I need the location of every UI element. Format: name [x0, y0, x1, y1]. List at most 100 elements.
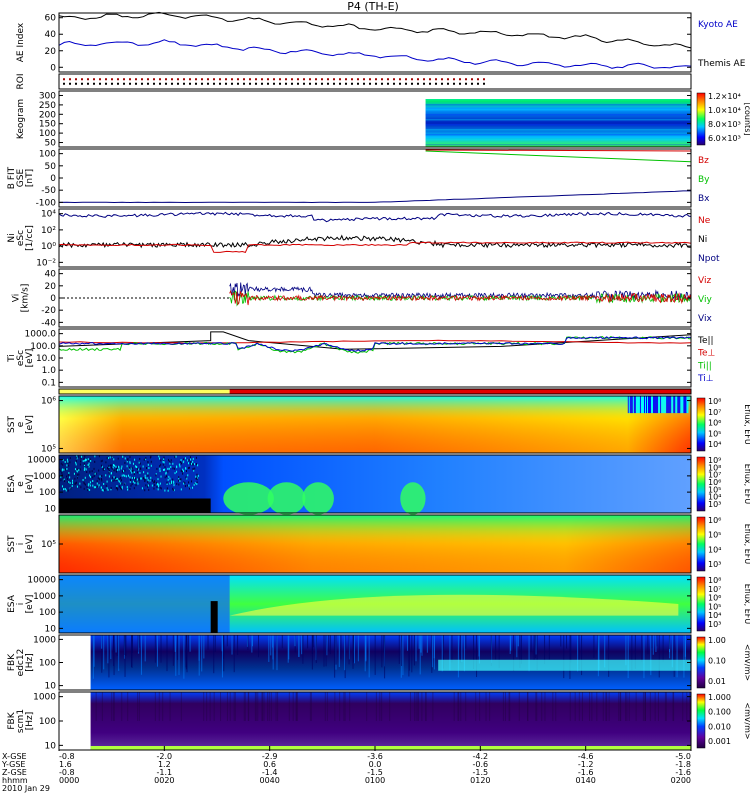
esa-e-pixel [66, 477, 68, 480]
fbk1-stripe [368, 635, 370, 678]
fbk1-stripe [311, 635, 313, 655]
fbk2-stripe [389, 692, 391, 721]
x-tick-label: -1.2 [578, 760, 594, 769]
esa-e-pixel [130, 467, 132, 470]
fbk1-stripe [140, 635, 142, 675]
esa-e-pixel [83, 458, 85, 461]
fbk1-stripe [498, 635, 500, 669]
y-label-line: eSc [16, 350, 26, 366]
esa-e-pixel [92, 476, 94, 479]
roi-dot [165, 78, 167, 81]
y-tick-label: 10⁴ [41, 210, 56, 220]
fbk1-stripe [185, 635, 187, 670]
esa-e-pixel [112, 466, 114, 469]
esa-e-pixel [167, 489, 169, 492]
sst-e-stripe [680, 396, 682, 414]
esa-e-pixel [101, 474, 103, 477]
x-date-label: 2010 Jan 29 [2, 784, 50, 793]
fbk2-stripe [310, 692, 312, 721]
fbk1-stripe [201, 635, 203, 672]
esa-e-pixel [84, 476, 86, 479]
fbk1-stripe [258, 635, 260, 658]
esa-e-pixel [180, 462, 182, 465]
sst-e-stripe [664, 396, 666, 414]
esa-e-pixel [107, 457, 109, 460]
roi-dot [291, 82, 293, 85]
esa-e-pixel [190, 463, 192, 466]
roi-dot [183, 82, 185, 85]
colorbar-label: 10⁵ [708, 485, 721, 494]
x-tick-label: -1.8 [675, 760, 691, 769]
esa-e-pixel [77, 476, 79, 479]
fbk1-stripe [92, 635, 94, 679]
esa-e-pixel [132, 462, 134, 465]
esa-e-pixel [129, 462, 131, 465]
sst-e-stripe [647, 396, 649, 414]
esa-e-pixel [183, 470, 185, 473]
legend-te: Te⊥ [697, 349, 716, 359]
esa-e-pixel [75, 456, 77, 459]
panel-roi: ROI [16, 73, 692, 90]
esa-e-pixel [80, 486, 82, 489]
fbk2-stripe [254, 692, 256, 721]
esa-e-pixel [148, 467, 150, 470]
keogram-band [425, 114, 691, 116]
y-tick-label: 1000 [33, 592, 56, 602]
fbk2-stripe [654, 692, 656, 721]
fbk2-stripe [504, 692, 506, 721]
esa-e-pixel [153, 487, 155, 490]
ti-par-line [58, 336, 692, 354]
esa-e-pixel [196, 473, 198, 476]
ne-line [58, 241, 692, 254]
keogram-band [425, 124, 691, 126]
sst-e-stripe [673, 396, 675, 414]
fbk1-stripe [650, 635, 652, 676]
fbk1-stripe [381, 635, 383, 668]
esa-e-pixel [172, 478, 174, 481]
colorbar-unit: <mV/m> [743, 702, 750, 739]
roi-dot [291, 78, 293, 81]
esa-e-pixel [182, 472, 184, 475]
fbk1-stripe [231, 635, 233, 655]
roi-dot [357, 78, 359, 81]
fbk1-stripe [627, 635, 629, 679]
esa-e-pixel [61, 471, 63, 474]
fbk1-stripe [186, 635, 188, 673]
fbk1-stripe [221, 635, 223, 652]
fbk1-stripe [268, 635, 270, 662]
fbk1-stripe [451, 635, 453, 663]
fbk2-stripe [203, 692, 205, 721]
sst-e-stripe [666, 396, 668, 414]
fbk1-stripe [207, 635, 209, 650]
esa-e-pixel [186, 484, 188, 487]
esa-e-pixel [64, 461, 66, 464]
fbk1-stripe [533, 635, 535, 661]
panel-esa_e: 10000 1000 100 10 ESA e [eV] 10⁹10⁸10⁷10⁶10⁵10⁴… [7, 454, 750, 515]
fbk1-stripe [335, 635, 337, 665]
y-axis-label: ESA i [eV] [7, 594, 35, 613]
esa-e-pixel [171, 481, 173, 484]
fbk1-stripe [593, 635, 595, 658]
fbk2-stripe [628, 692, 630, 721]
esa-e-pixel [143, 477, 145, 480]
esa-e-pixel [82, 479, 84, 482]
esa-e-pixel [80, 460, 82, 463]
legend-bz: Bz [698, 156, 709, 166]
esa-e-pixel [103, 483, 105, 486]
esa-e-pixel [116, 485, 118, 488]
fbk2-stripe [453, 692, 455, 721]
roi-dot [321, 78, 323, 81]
esa-e-pixel [180, 469, 182, 472]
esa-e-pixel [83, 462, 85, 465]
esa-e-pixel [139, 457, 141, 460]
colorbar-label: 10⁴ [708, 611, 721, 620]
fbk1-stripe [353, 635, 355, 664]
fbk1-stripe [352, 635, 354, 669]
y-axis-label: SST i [eV] [7, 535, 35, 554]
fbk1-stripe [124, 635, 126, 677]
panel-fbk1: 1000 100 10 FBK edc12 [Hz] 1.00 0.10 0.01 <mV/m> [7, 634, 750, 692]
esa-e-pixel [124, 461, 126, 464]
colorbar [696, 456, 706, 512]
keogram-band [425, 104, 691, 106]
fbk1-stripe [604, 635, 606, 668]
